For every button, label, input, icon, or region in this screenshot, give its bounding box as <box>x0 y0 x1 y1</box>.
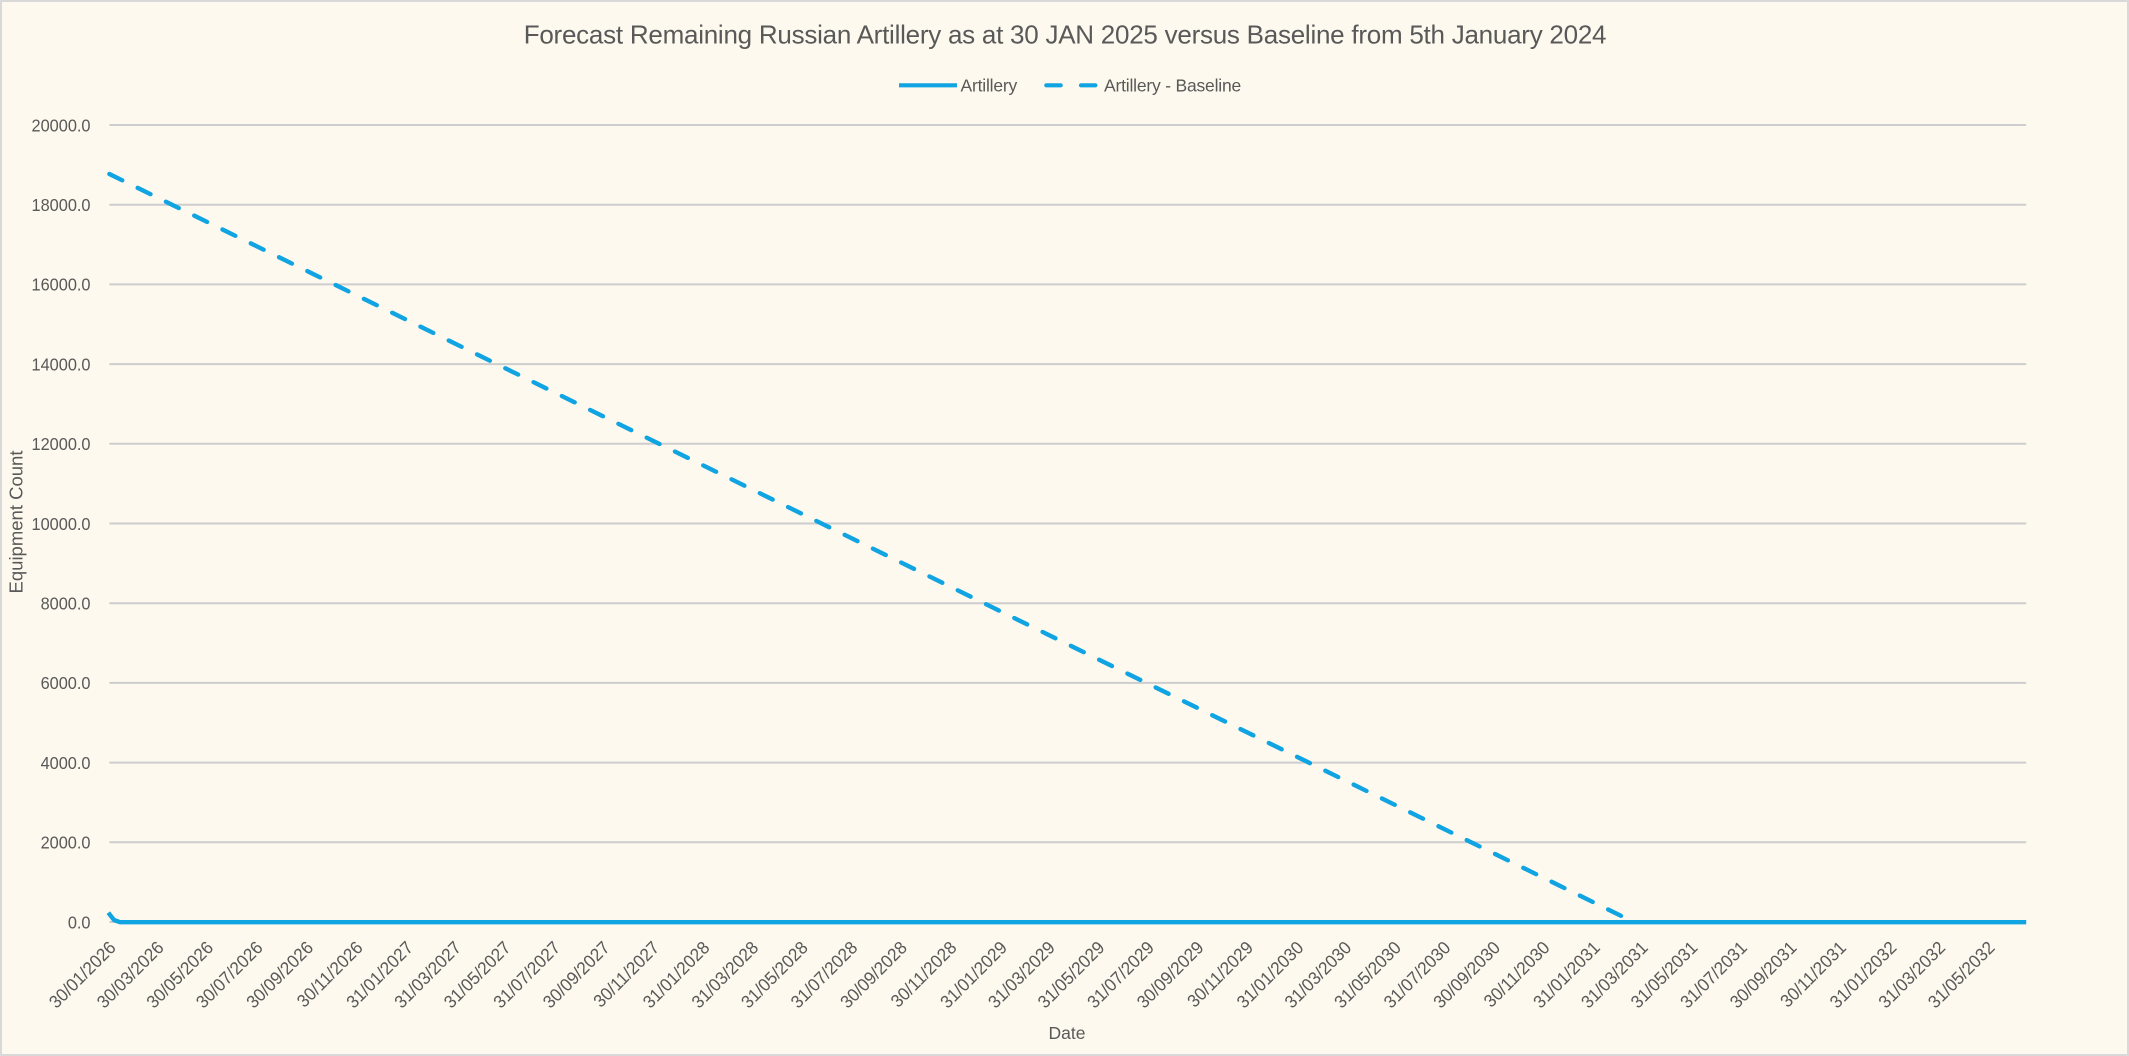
svg-text:Date: Date <box>1049 1023 1086 1043</box>
svg-text:0.0: 0.0 <box>68 912 91 933</box>
svg-text:16000.0: 16000.0 <box>32 274 91 295</box>
svg-text:18000.0: 18000.0 <box>32 194 91 215</box>
svg-text:Artillery - Baseline: Artillery - Baseline <box>1104 76 1241 96</box>
svg-text:8000.0: 8000.0 <box>41 593 91 614</box>
svg-text:2000.0: 2000.0 <box>41 832 91 853</box>
svg-text:10000.0: 10000.0 <box>32 513 91 534</box>
svg-text:20000.0: 20000.0 <box>32 115 91 136</box>
svg-text:4000.0: 4000.0 <box>41 752 91 773</box>
svg-text:6000.0: 6000.0 <box>41 672 91 693</box>
svg-text:Artillery: Artillery <box>961 76 1018 96</box>
svg-text:Forecast Remaining Russian Art: Forecast Remaining Russian Artillery as … <box>524 20 1607 50</box>
svg-text:12000.0: 12000.0 <box>32 433 91 454</box>
svg-text:Equipment Count: Equipment Count <box>6 451 27 594</box>
svg-text:14000.0: 14000.0 <box>32 354 91 375</box>
